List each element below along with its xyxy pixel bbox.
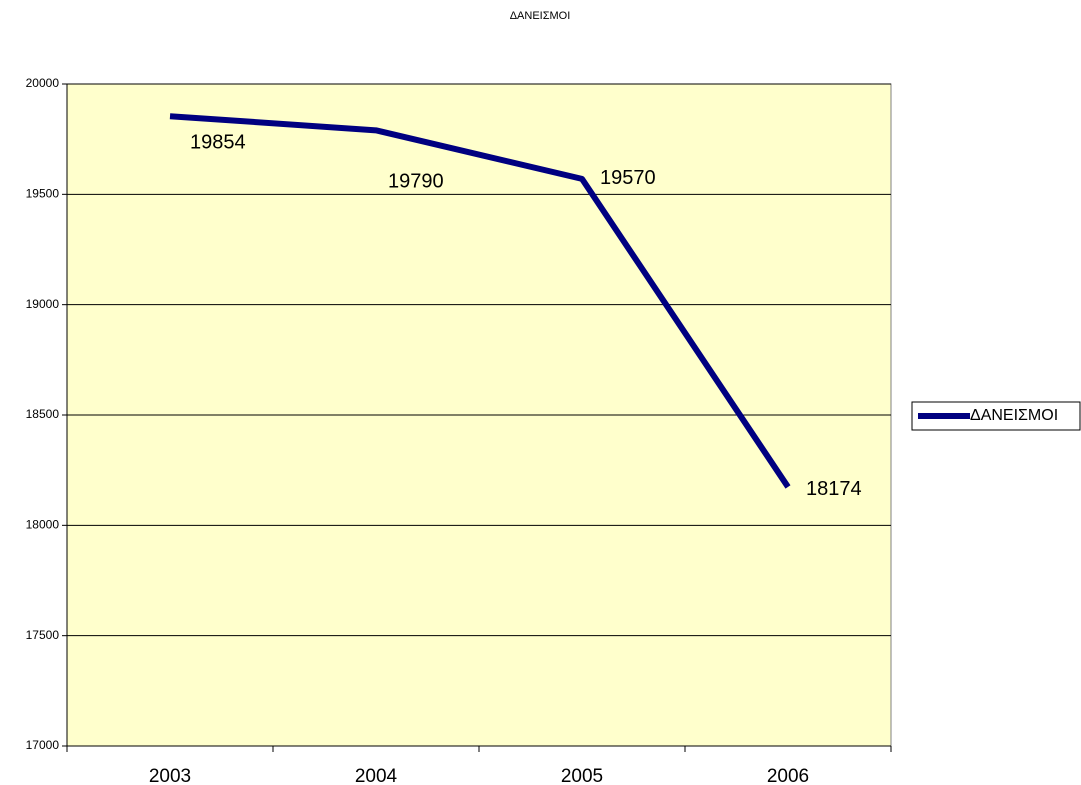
line — [169, 113, 791, 489]
x-tick-label: 2003 — [149, 766, 191, 785]
x-tick-label: 2006 — [767, 766, 809, 785]
data-label: 19570 — [600, 167, 656, 189]
y-tick-label: 18500 — [26, 407, 60, 421]
chart-title: ΔΑΝΕΙΣΜΟΙ — [510, 10, 571, 22]
legend-label: ΔΑΝΕΙΣΜΟΙ — [970, 407, 1058, 424]
y-tick-label: 19000 — [26, 297, 60, 311]
data-label: 18174 — [806, 478, 862, 500]
x-tick-label: 2005 — [561, 766, 603, 785]
y-tick-label: 20000 — [26, 76, 60, 90]
y-tick-label: 17000 — [26, 738, 60, 752]
y-tick-label: 19500 — [26, 187, 60, 201]
y-tick-label: 18000 — [26, 518, 60, 532]
y-tick-label: 17500 — [26, 628, 60, 642]
data-label: 19854 — [190, 131, 246, 153]
x-tick-label: 2004 — [355, 766, 398, 785]
data-label: 19790 — [388, 171, 444, 193]
